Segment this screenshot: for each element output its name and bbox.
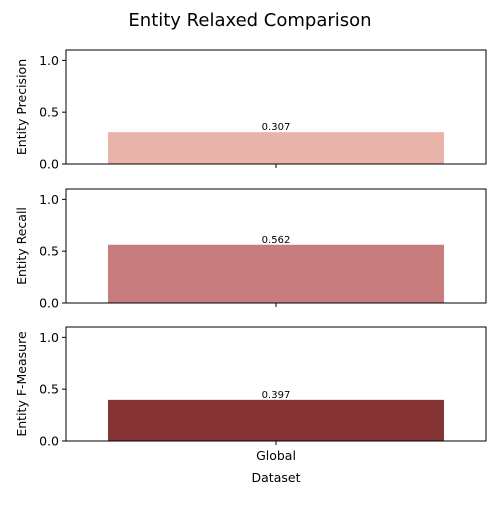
y-tick-label: 0.0 (39, 434, 59, 449)
y-tick-label: 0.5 (39, 105, 59, 120)
panel-3: 0.397 0.0 0.5 1.0 Global Entity F-Measure (14, 326, 487, 463)
y-tick-label: 1.0 (39, 53, 59, 68)
x-tick-label: Global (256, 448, 296, 463)
y-axis-label: Entity Recall (14, 207, 29, 285)
y-axis-label: Entity Precision (14, 59, 29, 155)
chart-title: Entity Relaxed Comparison (128, 10, 371, 31)
panel-2: 0.562 0.0 0.5 1.0 Entity Recall (14, 188, 487, 311)
y-tick-label: 1.0 (39, 192, 59, 207)
y-tick-label: 0.5 (39, 382, 59, 397)
bar (108, 244, 444, 303)
data-label: 0.562 (262, 235, 291, 246)
data-label: 0.397 (262, 390, 291, 401)
y-tick-label: 0.5 (39, 244, 59, 259)
bar (108, 399, 444, 441)
y-tick-label: 0.0 (39, 157, 59, 172)
bar (108, 132, 444, 164)
panel-1: 0.307 0.0 0.5 1.0 Entity Precision (14, 49, 487, 172)
y-tick-label: 1.0 (39, 330, 59, 345)
y-tick-label: 0.0 (39, 296, 59, 311)
x-axis-label: Dataset (252, 470, 301, 485)
data-label: 0.307 (262, 122, 291, 133)
y-axis-label: Entity F-Measure (14, 331, 29, 437)
